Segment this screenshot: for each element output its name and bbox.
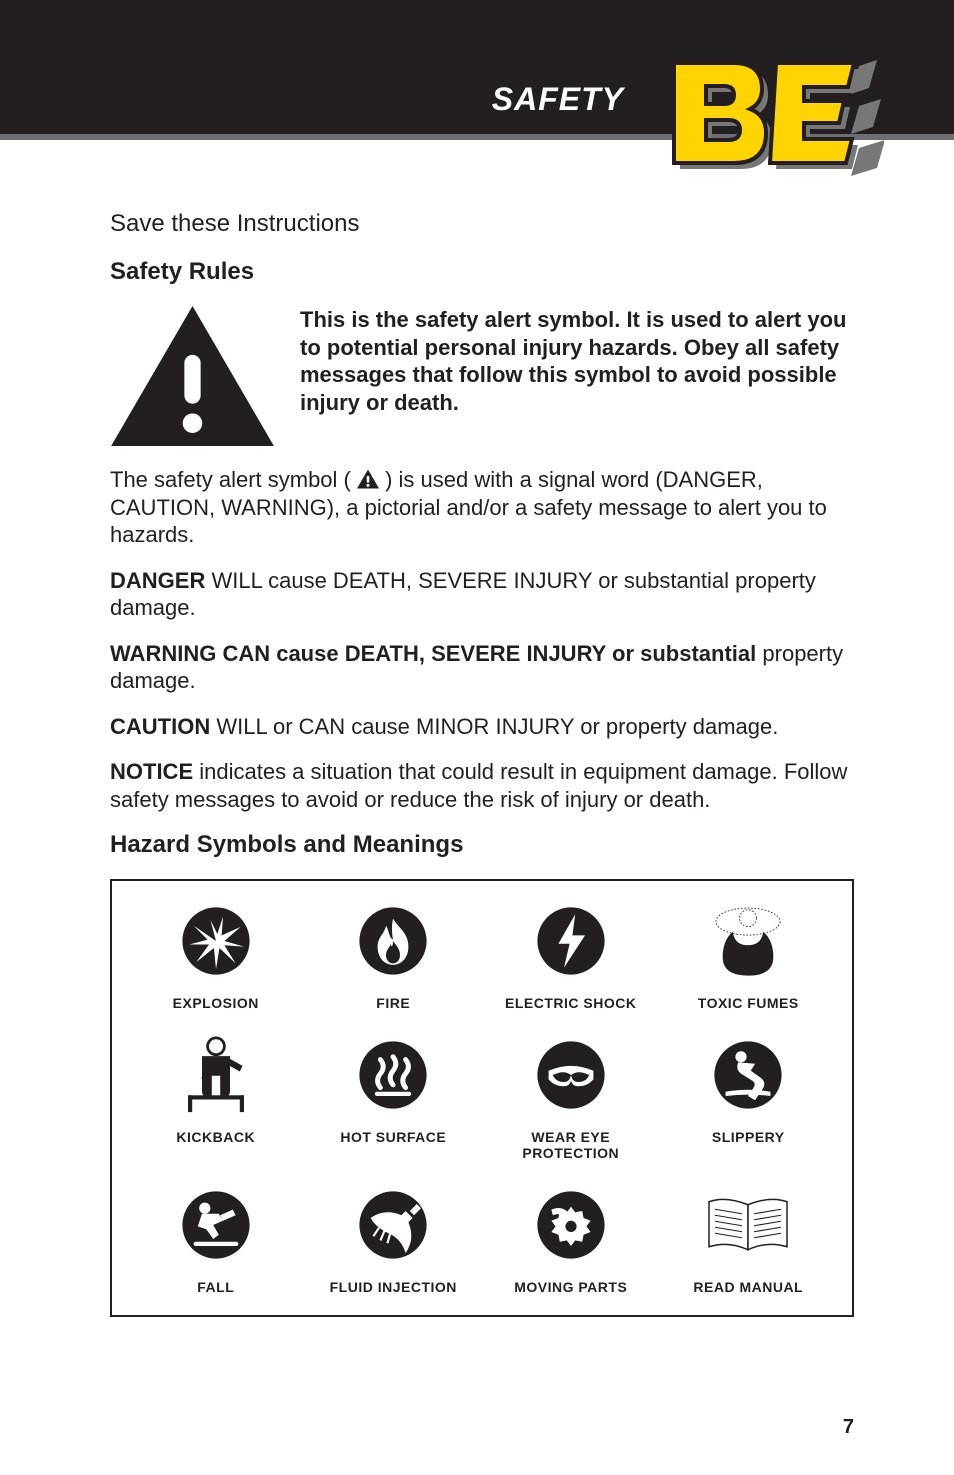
hazard-symbols-heading: Hazard Symbols and Meanings [110, 831, 854, 859]
page-content: Save these Instructions Safety Rules Thi… [0, 140, 954, 1317]
hazard-label: WEAR EYEPROTECTION [487, 1129, 655, 1161]
signal-word-pre: The safety alert symbol ( [110, 467, 357, 492]
hazard-label: ELECTRIC SHOCK [487, 995, 655, 1011]
hazard-label: EXPLOSION [132, 995, 300, 1011]
hazard-fire: FIRE [310, 901, 478, 1011]
safety-rules-heading: Safety Rules [110, 258, 854, 286]
hazard-electric-shock: ELECTRIC SHOCK [487, 901, 655, 1011]
hot-surface-icon [310, 1035, 478, 1115]
slippery-icon [665, 1035, 833, 1115]
explosion-icon [132, 901, 300, 981]
signal-word-para: The safety alert symbol ( ) is used with… [110, 466, 854, 549]
hazard-grid: EXPLOSION FIRE ELECTRIC SHOCK TOXIC FUMES KI… [132, 901, 832, 1295]
caution-text: WILL or CAN cause MINOR INJURY or proper… [210, 714, 778, 739]
hazard-label: FALL [132, 1279, 300, 1295]
electric-shock-icon [487, 901, 655, 981]
fire-icon [310, 901, 478, 981]
header-title: SAFETY [492, 81, 624, 118]
hazard-label: FIRE [310, 995, 478, 1011]
hazard-grid-container: EXPLOSION FIRE ELECTRIC SHOCK TOXIC FUMES KI… [110, 879, 854, 1317]
hazard-label: READ MANUAL [665, 1279, 833, 1295]
notice-text: indicates a situation that could result … [110, 759, 847, 812]
caution-para: CAUTION WILL or CAN cause MINOR INJURY o… [110, 713, 854, 741]
notice-label: NOTICE [110, 759, 193, 784]
save-instructions: Save these Instructions [110, 210, 854, 238]
hazard-label: TOXIC FUMES [665, 995, 833, 1011]
hazard-label: HOT SURFACE [310, 1129, 478, 1145]
hazard-label: FLUID INJECTION [310, 1279, 478, 1295]
danger-para: DANGER WILL cause DEATH, SEVERE INJURY o… [110, 567, 854, 622]
caution-label: CAUTION [110, 714, 210, 739]
hazard-label: MOVING PARTS [487, 1279, 655, 1295]
safety-alert-inline-icon [357, 469, 379, 489]
hazard-toxic-fumes: TOXIC FUMES [665, 901, 833, 1011]
brand-logo [664, 48, 884, 188]
fall-icon [132, 1185, 300, 1265]
warning-para: WARNING CAN cause DEATH, SEVERE INJURY o… [110, 640, 854, 695]
moving-parts-icon [487, 1185, 655, 1265]
warning-label: WARNING CAN cause DEATH, SEVERE INJURY o… [110, 641, 756, 666]
page-number: 7 [843, 1416, 854, 1439]
notice-para: NOTICE indicates a situation that could … [110, 758, 854, 813]
toxic-fumes-icon [665, 901, 833, 981]
kickback-icon [132, 1035, 300, 1115]
danger-label: DANGER [110, 568, 205, 593]
hazard-label: SLIPPERY [665, 1129, 833, 1145]
hazard-slippery: SLIPPERY [665, 1035, 833, 1161]
hazard-fall: FALL [132, 1185, 300, 1295]
hazard-explosion: EXPLOSION [132, 901, 300, 1011]
hazard-hot-surface: HOT SURFACE [310, 1035, 478, 1161]
hazard-kickback: KICKBACK [132, 1035, 300, 1161]
safety-alert-description: This is the safety alert symbol. It is u… [300, 306, 854, 416]
fluid-injection-icon [310, 1185, 478, 1265]
danger-text: WILL cause DEATH, SEVERE INJURY or subst… [110, 568, 816, 621]
hazard-moving-parts: MOVING PARTS [487, 1185, 655, 1295]
safety-alert-row: This is the safety alert symbol. It is u… [110, 306, 854, 446]
hazard-wear-eye: WEAR EYEPROTECTION [487, 1035, 655, 1161]
safety-alert-icon [110, 306, 275, 446]
wear-eye-icon [487, 1035, 655, 1115]
hazard-read-manual: READ MANUAL [665, 1185, 833, 1295]
hazard-label: KICKBACK [132, 1129, 300, 1145]
read-manual-icon [665, 1185, 833, 1265]
hazard-fluid-injection: FLUID INJECTION [310, 1185, 478, 1295]
